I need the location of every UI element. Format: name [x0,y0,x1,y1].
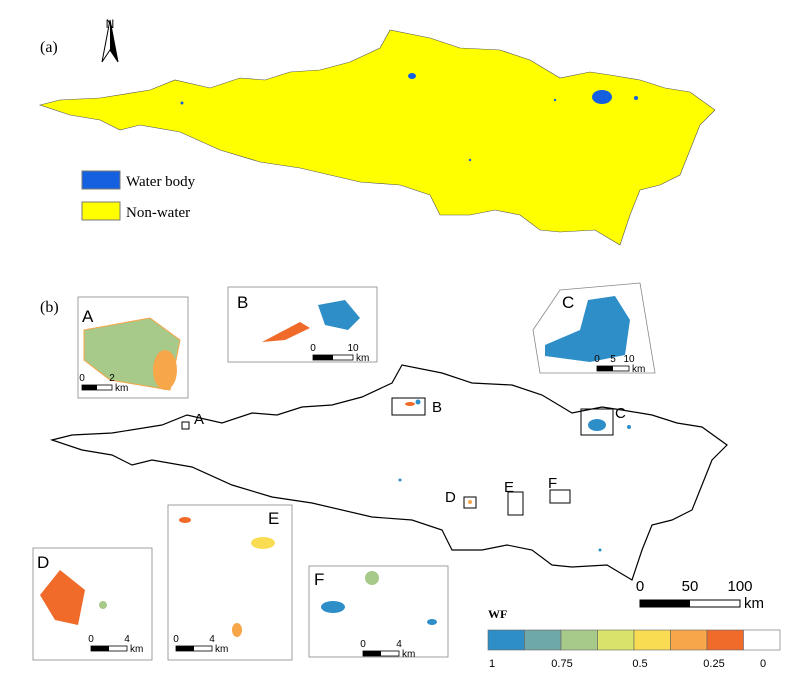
legend-swatch [597,629,635,651]
inset-label: F [314,570,324,589]
water-patches [398,399,631,552]
north-arrow-half [110,20,118,62]
legend-swatch [560,629,598,651]
scale-label: 50 [682,578,699,595]
inset-label: C [562,293,574,312]
scale-bar-fill [640,600,690,607]
site-boxes [181,397,614,516]
scale-unit: km [356,353,369,364]
scale-unit: km [744,595,764,612]
panel-label: (b) [40,299,59,316]
scale-unit: km [130,644,143,655]
legend-swatch [81,201,121,221]
inset-content [40,296,630,637]
scale-label: 0 [594,354,600,365]
water-bodies [180,73,638,162]
legend-swatch [487,629,525,651]
scale-bar-fill [313,355,333,360]
scale-label: 10 [623,354,635,365]
legend-swatch [670,629,708,651]
scale-label: 0 [79,373,85,384]
scale-label: 4 [396,639,402,650]
panel-label: (a) [40,39,58,56]
legend-swatch [706,629,744,651]
scale-label: 0 [360,639,366,650]
legend-swatch [524,629,562,651]
site-label: D [445,489,456,506]
inset-label: A [82,307,94,326]
legend-label: 0.5 [632,658,647,670]
legend-label: 0 [760,658,766,670]
scale-unit: km [402,649,415,660]
scale-label: 0 [88,634,94,645]
inset-frames [32,282,656,661]
site-label: E [504,479,514,496]
site-label: B [432,399,442,416]
legend-label: 1 [489,658,495,670]
inset-label: D [37,553,49,572]
legend-swatch [81,170,121,190]
scale-bar-fill [363,651,381,656]
site-label: A [194,411,204,428]
scale-label: 0 [636,578,644,595]
inset-label: E [268,509,279,528]
legend-label: Non-water [126,205,190,221]
scale-unit: km [115,383,128,394]
scale-label: 5 [610,354,616,365]
scale-label: 0 [310,343,316,354]
scale-label: 2 [109,373,115,384]
inset-label: B [237,293,248,312]
scale-unit: km [215,644,228,655]
scale-label: 10 [347,343,359,354]
legend-swatch [743,629,781,651]
legend-label: 0.25 [703,658,724,670]
scale-label: 0 [173,634,179,645]
scale-label: 4 [124,634,130,645]
scale-unit: km [632,364,645,375]
scale-label: 100 [727,578,752,595]
scale-bar-fill [176,646,194,651]
site-label: F [548,475,557,492]
scale-bar-fill [82,385,97,390]
legend-label: Water body [126,174,196,190]
legend-title: WF [488,607,507,621]
legend-label: 0.75 [551,658,572,670]
north-label: N [106,17,115,31]
legend-swatch [633,629,671,651]
scale-bar-fill [91,646,109,651]
scale-label: 4 [209,634,215,645]
site-label: C [615,405,626,422]
scale-bar-fill [597,366,613,371]
